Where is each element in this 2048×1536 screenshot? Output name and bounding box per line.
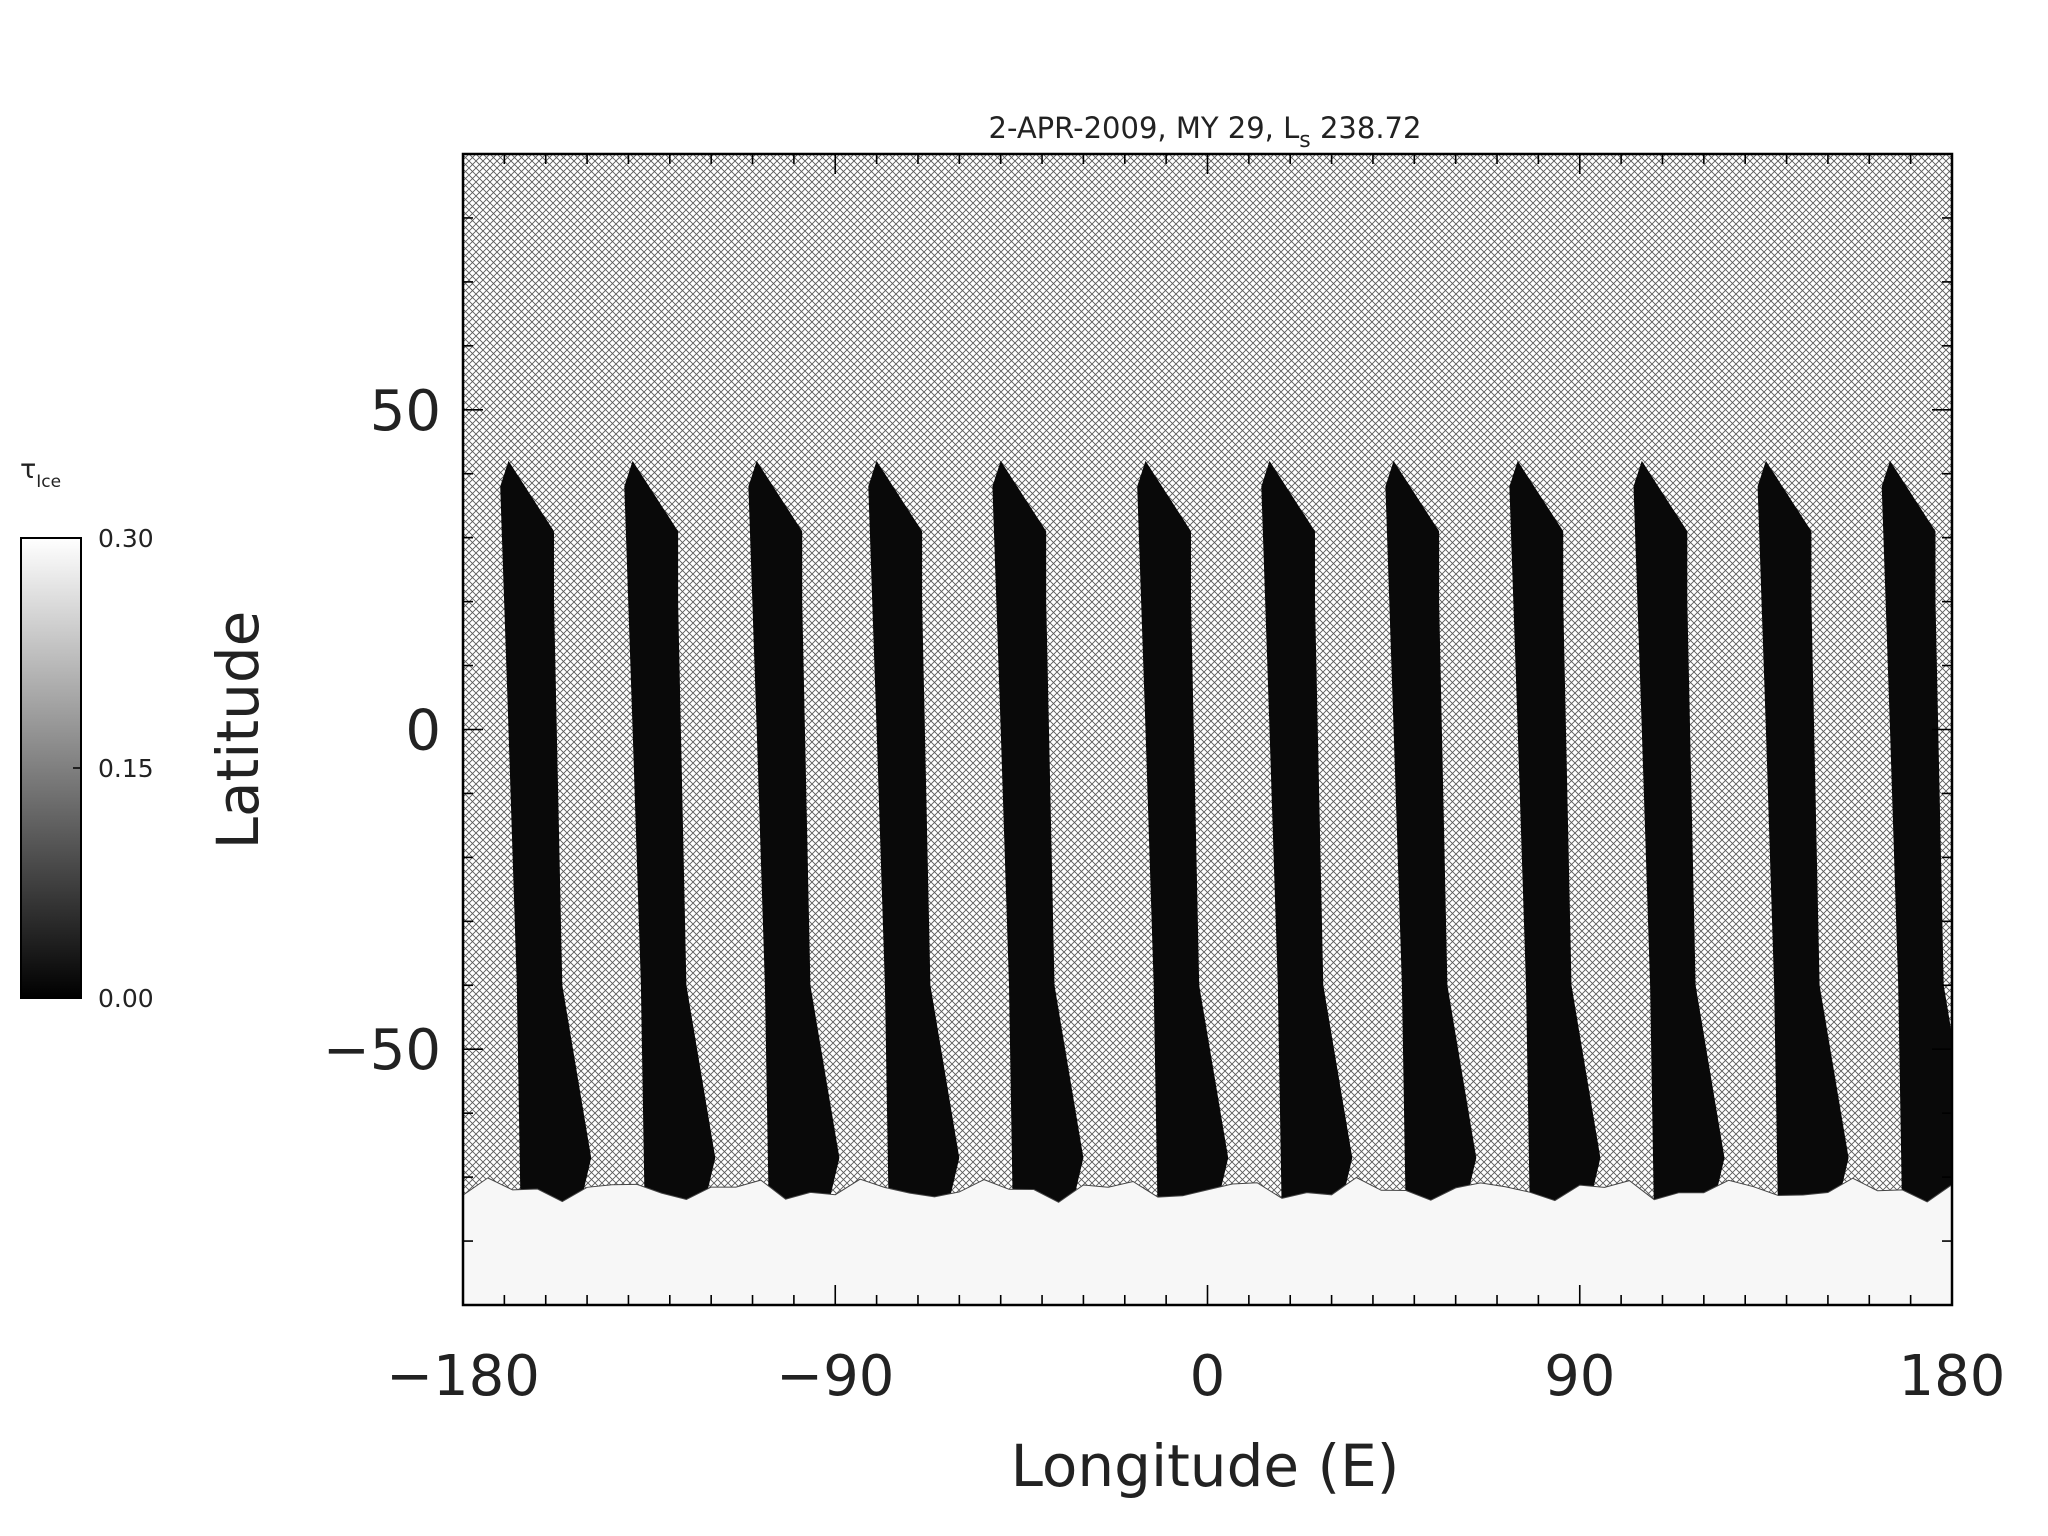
swath-layer [500, 460, 1952, 1229]
colorbar-ticks: 0.30 0.15 0.00 [73, 524, 154, 1013]
data-swath-12 [1881, 460, 1952, 1229]
x-tick-label: −90 [776, 1344, 894, 1409]
x-axis-label: Longitude (E) [1011, 1432, 1400, 1500]
chart-title: 2-APR-2009, MY 29, Ls 238.72 [989, 111, 1422, 153]
colorbar-title-subscript: Ice [36, 472, 61, 492]
data-swath-7 [1261, 460, 1353, 1229]
data-swath-4 [868, 460, 960, 1229]
data-swath-9 [1509, 460, 1601, 1229]
x-tick-label: 90 [1544, 1344, 1615, 1409]
y-tick-label: 0 [405, 699, 441, 764]
tick-labels: −180 −90 0 90 180 50 0 −50 [323, 379, 2006, 1409]
chart-title-tail: 238.72 [1311, 111, 1422, 145]
plot-area [463, 154, 1952, 1305]
y-tick-label: 50 [370, 379, 441, 444]
chart-title-subscript: s [1299, 128, 1310, 153]
colorbar: τIce 0.30 0.15 0.00 [20, 454, 154, 1013]
x-tick-label: −180 [386, 1344, 540, 1409]
tick-marks [462, 154, 1953, 1305]
x-tick-label: 180 [1899, 1344, 2006, 1409]
data-swath-6 [1137, 460, 1229, 1229]
data-swath-5 [992, 460, 1084, 1229]
colorbar-tick-label: 0.15 [98, 754, 154, 783]
y-tick-label: −50 [323, 1018, 441, 1083]
colorbar-tick-label: 0.30 [98, 524, 154, 553]
data-swath-2 [624, 460, 716, 1229]
data-swath-3 [748, 460, 840, 1229]
chart-title-main: 2-APR-2009, MY 29, L [989, 111, 1300, 145]
data-swath-11 [1757, 460, 1849, 1229]
data-swath-10 [1633, 460, 1725, 1229]
data-swath-8 [1385, 460, 1477, 1229]
south-polar-ice-band [463, 1176, 1952, 1305]
colorbar-title-symbol: τ [20, 454, 36, 485]
colorbar-gradient [20, 537, 82, 999]
data-swath-1 [500, 460, 592, 1229]
y-axis-label: Latitude [204, 611, 272, 850]
colorbar-title: τIce [20, 454, 61, 492]
colorbar-tick-label: 0.00 [98, 984, 154, 1013]
x-tick-label: 0 [1190, 1344, 1226, 1409]
